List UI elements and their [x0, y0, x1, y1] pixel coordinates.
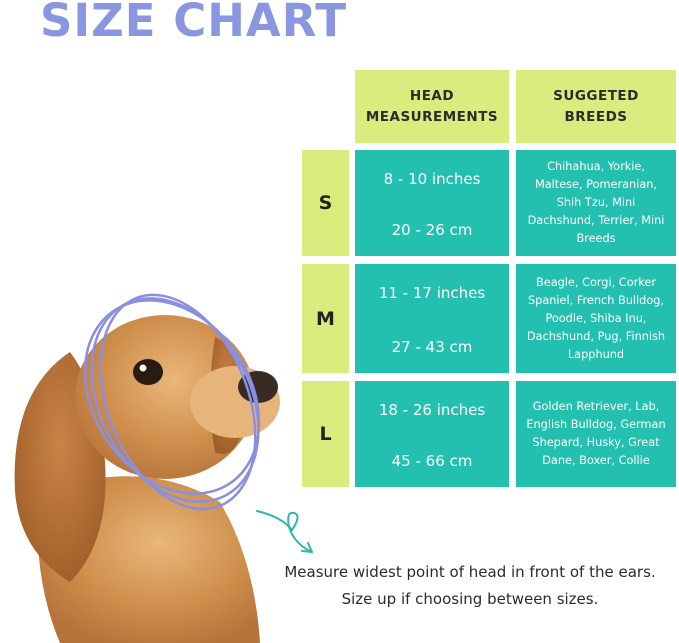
measurement-cell-s: 8 - 10 inches 20 - 26 cm: [355, 150, 509, 256]
measuring-ring: [83, 293, 261, 511]
header-measurements-line1: HEAD: [409, 87, 455, 104]
dog-head: [75, 315, 255, 479]
curly-arrow-icon: [256, 510, 313, 553]
instruction-line-2: Size up if choosing between sizes.: [341, 590, 599, 608]
breeds-cell-s: Chihahua, Yorkie, Maltese, Pomeranian, S…: [516, 150, 676, 256]
header-measurements-line2: MEASUREMENTS: [365, 108, 499, 125]
measurement-cm-l: 45 - 66 cm: [391, 452, 473, 470]
breeds-cell-m: Beagle, Corgi, Corker Spaniel, French Bu…: [516, 264, 676, 373]
measurement-inches-s: 8 - 10 inches: [383, 170, 481, 188]
header-head-measurements: HEAD MEASUREMENTS: [355, 70, 509, 143]
size-label-m: M: [302, 264, 349, 373]
measurement-cell-m: 11 - 17 inches 27 - 43 cm: [355, 264, 509, 373]
header-breeds-line1: SUGGETED: [553, 87, 639, 104]
measurement-inches-l: 18 - 26 inches: [378, 401, 486, 419]
measurement-cell-l: 18 - 26 inches 45 - 66 cm: [355, 381, 509, 487]
size-label-s: S: [302, 150, 349, 256]
dog-illustration: [14, 293, 280, 643]
header-suggested-breeds: SUGGETED BREEDS: [516, 70, 676, 143]
dog-eye: [133, 359, 163, 385]
measurement-inches-m: 11 - 17 inches: [378, 284, 486, 302]
size-label-l: L: [302, 381, 349, 487]
page-title: SIZE CHART: [40, 0, 348, 47]
instruction-line-1: Measure widest point of head in front of…: [284, 563, 656, 581]
measurement-cm-m: 27 - 43 cm: [391, 338, 473, 356]
breeds-cell-l: Golden Retriever, Lab, English Bulldog, …: [516, 381, 676, 487]
header-breeds-line2: BREEDS: [564, 108, 628, 125]
measurement-cm-s: 20 - 26 cm: [391, 221, 473, 239]
